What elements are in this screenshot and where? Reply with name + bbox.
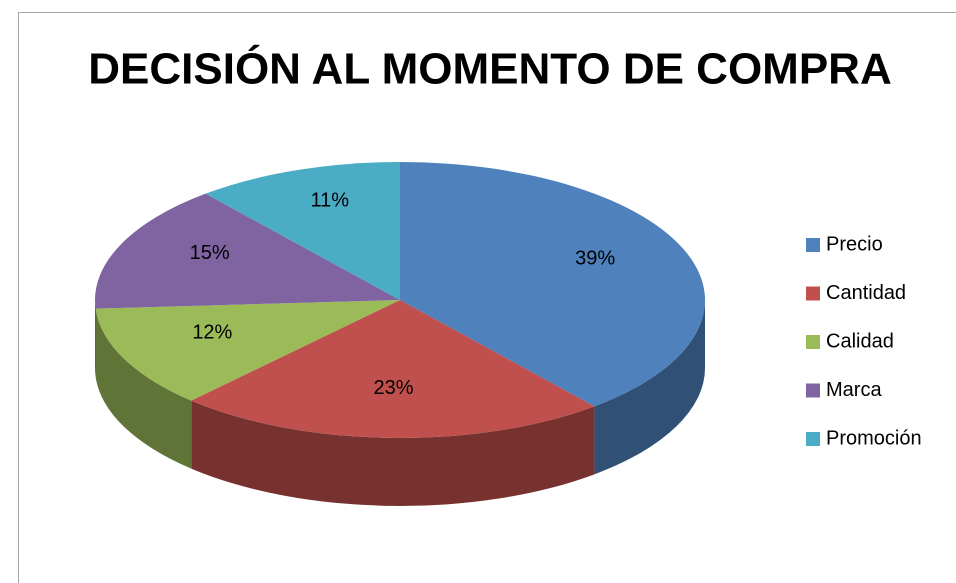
- pie-side: [95, 300, 96, 377]
- legend-swatch: [806, 286, 820, 301]
- legend-swatch: [806, 238, 820, 252]
- data-label: 11%: [310, 189, 349, 211]
- pie-slice: [205, 162, 400, 300]
- data-label: 15%: [190, 242, 230, 264]
- data-label: 23%: [373, 377, 413, 399]
- legend-label: Precio: [826, 233, 883, 255]
- legend-swatch: [806, 335, 820, 349]
- chart-title: DECISIÓN AL MOMENTO DE COMPRA: [88, 44, 891, 94]
- pie-slice: [400, 162, 706, 407]
- pie-slice: [95, 300, 401, 401]
- legend-swatch: [806, 432, 820, 446]
- pie-slice: [94, 193, 400, 309]
- pie-side: [594, 300, 705, 475]
- legend-swatch: [806, 383, 820, 398]
- pie-side: [191, 400, 595, 506]
- pie-slice: [191, 300, 595, 438]
- data-label: 12%: [192, 321, 232, 343]
- legend-label: Cantidad: [826, 282, 906, 304]
- legend-label: Marca: [826, 379, 882, 401]
- legend-label: Calidad: [826, 330, 894, 352]
- data-label: 39%: [575, 248, 615, 270]
- pie-side: [95, 308, 192, 469]
- legend-label: Promoción: [826, 427, 922, 449]
